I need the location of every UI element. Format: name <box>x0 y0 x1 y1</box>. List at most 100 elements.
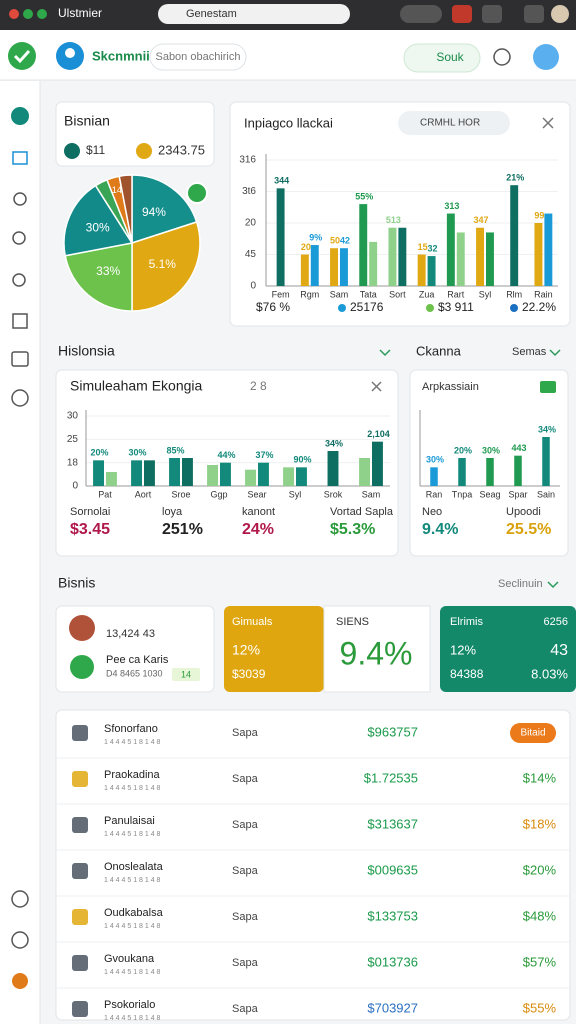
nav-icon[interactable] <box>11 351 29 367</box>
y-tick-label: 316 <box>239 155 256 166</box>
action-label[interactable]: Bitaid <box>520 728 545 739</box>
row-name: Sfonorfano <box>104 723 158 735</box>
x-tick-label: Rlm <box>506 289 522 299</box>
section-title: Hislonsia <box>58 343 115 359</box>
y-tick-label: 20 <box>245 218 257 229</box>
search-button[interactable] <box>403 43 481 73</box>
action-button[interactable] <box>510 723 556 743</box>
row-column: Sapa <box>232 911 259 923</box>
x-tick-label: Sroe <box>171 489 190 499</box>
row-change: $18% <box>523 816 557 831</box>
nav-icon[interactable] <box>11 389 29 407</box>
bar-label: 30% <box>426 455 444 465</box>
stat-label: Vortad Sapla <box>330 506 394 518</box>
pie-slice <box>118 174 133 244</box>
row-amount: $1.72535 <box>364 770 418 785</box>
browser-button[interactable] <box>400 5 442 23</box>
x-tick-label: Sam <box>362 489 381 499</box>
menu[interactable]: Semas <box>512 346 547 358</box>
slice-label: 14 <box>112 185 122 195</box>
slice-label: 33% <box>96 264 120 278</box>
bar <box>283 467 294 486</box>
kpi-value: 8.03% <box>531 666 568 681</box>
nav-icon[interactable] <box>12 273 26 287</box>
avatar[interactable] <box>551 5 569 23</box>
address-bar[interactable] <box>158 4 350 24</box>
x-tick-label: Syl <box>289 489 302 499</box>
bar <box>369 241 378 286</box>
bar-label: 34% <box>538 424 556 434</box>
row-change: $20% <box>523 862 557 877</box>
filter-label[interactable]: CRMHL HOR <box>420 118 480 129</box>
x-tick-label: Zua <box>419 289 435 299</box>
stat-value: 9.4% <box>422 521 458 538</box>
bar <box>220 462 231 486</box>
x-tick-label: Aort <box>135 489 152 499</box>
logo[interactable] <box>8 42 36 70</box>
address-text: Genestam <box>186 8 237 20</box>
bar-label: 37% <box>255 450 273 460</box>
kpi-value: 43 <box>550 642 568 659</box>
nav-icon[interactable] <box>11 890 29 908</box>
profile-sub: D4 8465 1030 <box>106 668 163 678</box>
bar-label: 313 <box>444 201 459 211</box>
app-header <box>0 30 576 80</box>
y-tick-label: 3t6 <box>242 186 256 197</box>
y-tick-label: 0 <box>250 281 256 292</box>
search-box[interactable] <box>149 43 247 71</box>
card-title: Arpkassiain <box>422 381 479 393</box>
close-icon[interactable] <box>371 381 382 392</box>
card-title: Simuleaham Ekongia <box>70 378 203 394</box>
search-placeholder: Sabon obachirich <box>155 51 240 63</box>
bar-label: 15 <box>418 242 428 252</box>
x-tick-label: Sam <box>330 289 349 299</box>
nav-icon[interactable] <box>11 107 29 125</box>
logo-check <box>13 49 31 64</box>
x-tick-label: Ggp <box>210 489 227 499</box>
nav-icon[interactable] <box>12 973 28 989</box>
dot <box>9 9 19 19</box>
bar <box>417 254 426 286</box>
bar-label: 344 <box>274 176 289 186</box>
button-label[interactable]: Souk <box>436 50 464 64</box>
row-name: Gvoukana <box>104 953 155 965</box>
nav-icon[interactable] <box>12 313 28 329</box>
card-subtitle: 2 8 <box>250 379 267 393</box>
bar <box>486 232 494 286</box>
browser-button[interactable] <box>482 5 502 23</box>
bar-label: 347 <box>474 215 489 225</box>
bar <box>310 245 319 286</box>
x-tick-label: Seag <box>479 489 500 499</box>
nav-icon[interactable] <box>12 151 28 165</box>
browser-button[interactable] <box>452 5 472 23</box>
settings-icon[interactable] <box>493 48 511 66</box>
stat-label: loya <box>162 506 183 518</box>
nav-icon[interactable] <box>11 931 29 949</box>
bar-label: 34% <box>325 438 343 448</box>
pie-slice <box>63 184 134 257</box>
y-tick-label: 45 <box>245 249 257 260</box>
row-amount: $703927 <box>367 1000 418 1015</box>
row-icon <box>72 909 88 925</box>
x-tick-label: Spar <box>508 489 527 499</box>
nav-icon[interactable] <box>13 192 27 206</box>
bar <box>296 467 307 486</box>
chevron[interactable] <box>379 349 561 589</box>
bar <box>131 460 142 486</box>
bar <box>534 223 543 286</box>
stat-label: Sornolai <box>70 506 110 518</box>
profile-avatar[interactable] <box>533 44 559 70</box>
nav-icon[interactable] <box>12 231 26 245</box>
x-tick-label: Tnpa <box>452 489 473 499</box>
profile-name: Pee ca Karis <box>106 654 169 666</box>
close-icon[interactable] <box>542 117 554 129</box>
x-tick-label: Fem <box>272 289 290 299</box>
menu[interactable]: Seclinuin <box>498 578 543 590</box>
bar-label: 9% <box>309 232 322 242</box>
x-tick-label: Rgm <box>300 289 319 299</box>
browser-button[interactable] <box>524 5 544 23</box>
bar <box>169 458 180 486</box>
pie-slice <box>64 242 133 312</box>
bar <box>258 462 269 486</box>
filter-pill[interactable] <box>398 111 510 135</box>
